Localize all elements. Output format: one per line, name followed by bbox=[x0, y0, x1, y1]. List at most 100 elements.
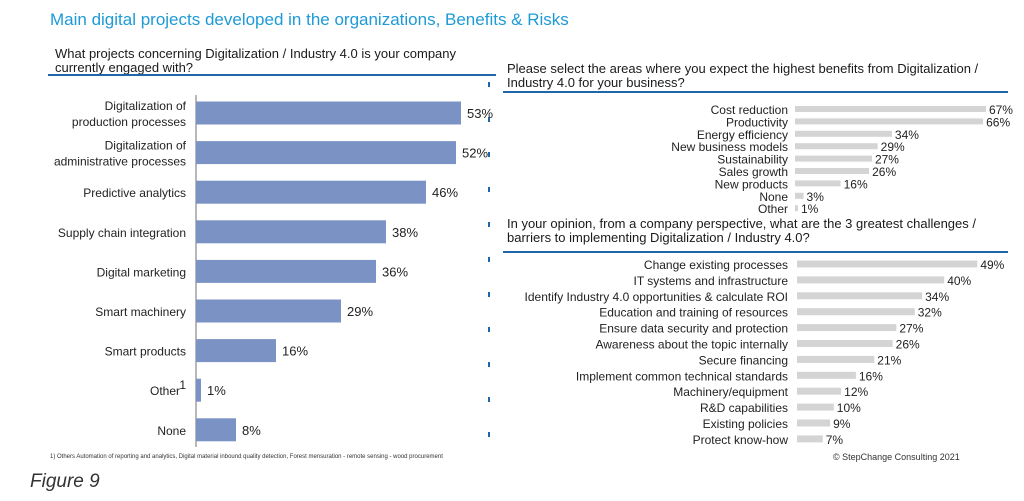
challenges-value-label-3: 32% bbox=[918, 306, 942, 320]
challenges-category-label-2: Identify Industry 4.0 opportunities & ca… bbox=[525, 290, 788, 304]
challenges-value-label-11: 7% bbox=[826, 433, 844, 447]
benefits-value-label-5: 26% bbox=[872, 165, 896, 179]
challenges-category-label-8: Machinery/equipment bbox=[673, 385, 788, 399]
benefits-value-label-4: 27% bbox=[875, 153, 899, 167]
benefits-bar-8 bbox=[795, 205, 798, 212]
challenges-category-label-0: Change existing processes bbox=[644, 258, 788, 272]
challenges-bar-1 bbox=[797, 276, 945, 284]
projects-bar-6 bbox=[196, 339, 276, 363]
projects-bar-3 bbox=[196, 220, 386, 244]
challenges-bar-8 bbox=[797, 387, 842, 395]
challenges-chart-title: In your opinion, from a company perspect… bbox=[507, 216, 976, 245]
benefits-category-label-0: Cost reduction bbox=[711, 103, 788, 117]
projects-bar-2 bbox=[196, 180, 426, 204]
projects-value-label-0: 53% bbox=[467, 106, 493, 121]
challenges-bar-5 bbox=[797, 340, 893, 347]
benefits-bar-3 bbox=[795, 143, 878, 150]
benefits-category-label-3: New business models bbox=[671, 140, 788, 154]
benefits-chart-title: Please select the areas where you expect… bbox=[507, 61, 979, 90]
benefits-category-label-4: Sustainability bbox=[717, 153, 788, 167]
projects-other-superscript: 1 bbox=[179, 378, 186, 392]
projects-category-label-4: Digital marketing bbox=[97, 265, 186, 279]
challenges-category-label-6: Secure financing bbox=[699, 353, 788, 367]
challenges-bar-11 bbox=[797, 435, 823, 443]
projects-category-label-1-line2: administrative processes bbox=[54, 155, 186, 169]
challenges-bar-4 bbox=[797, 324, 897, 332]
challenges-category-label-3: Education and training of resources bbox=[599, 306, 788, 320]
projects-bar-7 bbox=[196, 378, 201, 402]
benefits-category-label-1: Productivity bbox=[726, 115, 788, 129]
benefits-bar-1 bbox=[795, 118, 984, 125]
challenges-value-label-10: 9% bbox=[833, 417, 851, 431]
footnote: 1) Others Automation of reporting and an… bbox=[50, 454, 443, 460]
benefits-category-label-5: Sales growth bbox=[719, 165, 788, 179]
challenges-bar-3 bbox=[797, 308, 915, 316]
challenges-bar-9 bbox=[797, 403, 834, 411]
projects-value-label-6: 16% bbox=[282, 344, 308, 359]
benefits-bar-7 bbox=[795, 192, 804, 199]
benefits-category-label-8: Other bbox=[758, 202, 788, 216]
projects-bar-4 bbox=[196, 259, 376, 283]
challenges-bar-10 bbox=[797, 419, 831, 427]
benefits-value-label-7: 3% bbox=[807, 190, 825, 204]
challenges-value-label-1: 40% bbox=[947, 274, 971, 288]
projects-value-label-1: 52% bbox=[462, 146, 488, 161]
benefits-value-label-0: 67% bbox=[989, 103, 1013, 117]
projects-category-label-0-line2: production processes bbox=[72, 115, 186, 129]
benefits-category-label-7: None bbox=[759, 190, 788, 204]
projects-bar-5 bbox=[196, 299, 341, 323]
challenges-value-label-4: 27% bbox=[899, 322, 923, 336]
benefits-bar-5 bbox=[795, 168, 870, 174]
projects-category-label-5: Smart machinery bbox=[95, 305, 186, 319]
projects-value-label-5: 29% bbox=[347, 304, 373, 319]
projects-value-label-2: 46% bbox=[432, 185, 458, 200]
benefits-value-label-2: 34% bbox=[895, 128, 919, 142]
challenges-value-label-0: 49% bbox=[980, 258, 1004, 272]
challenges-bar-6 bbox=[797, 355, 875, 363]
challenges-category-label-10: Existing policies bbox=[703, 417, 788, 431]
challenges-category-label-4: Ensure data security and protection bbox=[599, 322, 788, 336]
benefits-bar-4 bbox=[795, 155, 872, 162]
challenges-bar-2 bbox=[797, 292, 923, 300]
projects-category-label-8: None bbox=[157, 424, 186, 438]
challenges-bar-0 bbox=[797, 260, 978, 268]
benefits-bar-6 bbox=[795, 180, 841, 187]
projects-bar-1 bbox=[196, 141, 456, 165]
benefits-category-label-6: New products bbox=[715, 177, 788, 191]
projects-category-label-3: Supply chain integration bbox=[58, 226, 186, 240]
projects-chart-title: What projects concerning Digitalization … bbox=[55, 46, 457, 75]
projects-value-label-7: 1% bbox=[207, 383, 226, 398]
projects-bar-8 bbox=[196, 418, 236, 442]
benefits-value-label-8: 1% bbox=[801, 202, 819, 216]
projects-category-label-1-line1: Digitalization of bbox=[105, 139, 187, 153]
projects-category-label-6: Smart products bbox=[105, 345, 186, 359]
projects-bar-0 bbox=[196, 101, 461, 125]
challenges-value-label-5: 26% bbox=[896, 338, 920, 352]
challenges-value-label-2: 34% bbox=[925, 290, 949, 304]
challenges-value-label-8: 12% bbox=[844, 385, 868, 399]
benefits-value-label-1: 66% bbox=[986, 115, 1010, 129]
challenges-value-label-9: 10% bbox=[837, 401, 861, 415]
projects-category-label-0-line1: Digitalization of bbox=[105, 99, 187, 113]
challenges-category-label-7: Implement common technical standards bbox=[576, 369, 788, 383]
challenges-category-label-5: Awareness about the topic internally bbox=[595, 338, 788, 352]
benefits-value-label-3: 29% bbox=[881, 140, 905, 154]
copyright: © StepChange Consulting 2021 bbox=[833, 452, 960, 462]
challenges-category-label-11: Protect know-how bbox=[693, 433, 789, 447]
benefits-category-label-2: Energy efficiency bbox=[697, 128, 788, 142]
challenges-bar-7 bbox=[797, 371, 856, 379]
projects-category-label-7: Other bbox=[150, 384, 180, 398]
figure-caption: Figure 9 bbox=[30, 471, 100, 492]
page-title: Main digital projects developed in the o… bbox=[50, 10, 569, 29]
challenges-value-label-7: 16% bbox=[859, 369, 883, 383]
challenges-category-label-9: R&D capabilities bbox=[700, 401, 788, 415]
projects-value-label-4: 36% bbox=[382, 264, 408, 279]
projects-category-label-2: Predictive analytics bbox=[83, 186, 186, 200]
projects-value-label-8: 8% bbox=[242, 423, 261, 438]
challenges-value-label-6: 21% bbox=[877, 353, 901, 367]
projects-value-label-3: 38% bbox=[392, 225, 418, 240]
benefits-bar-0 bbox=[795, 106, 986, 112]
challenges-category-label-1: IT systems and infrastructure bbox=[634, 274, 789, 288]
benefits-bar-2 bbox=[795, 130, 892, 137]
